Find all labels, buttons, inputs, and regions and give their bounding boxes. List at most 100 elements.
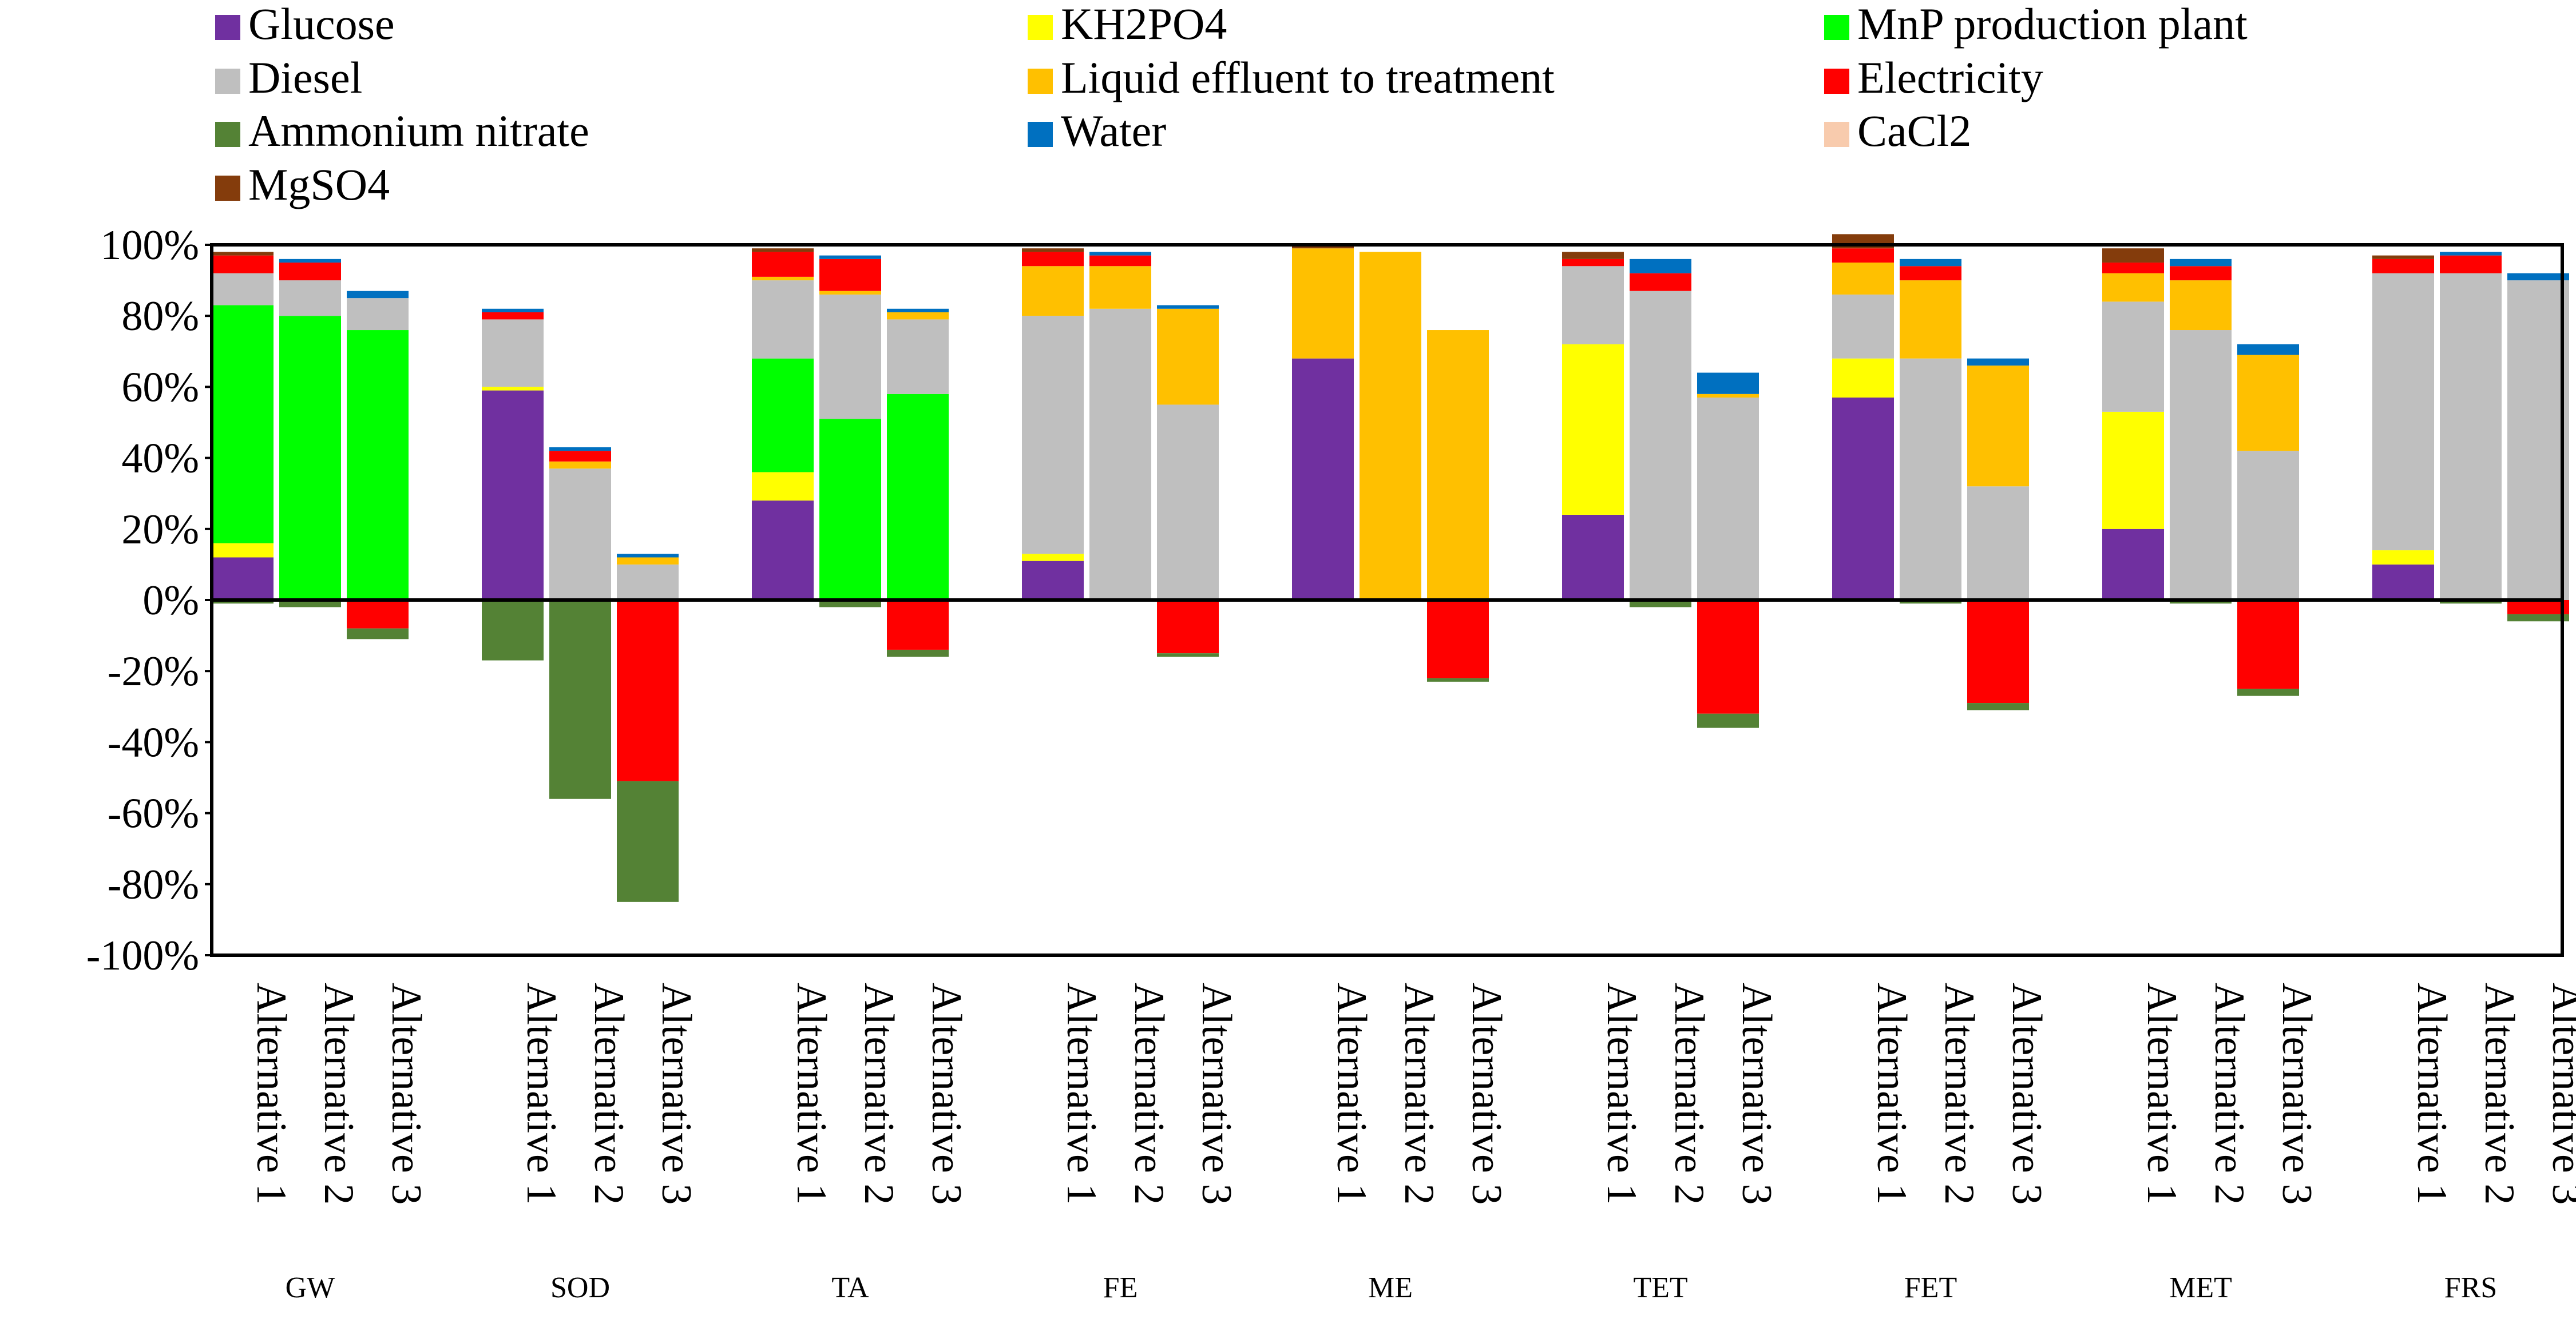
bar-frs-alt2-diesel	[2440, 273, 2502, 600]
chart-axes	[205, 243, 2564, 957]
bar-sod-alt3-diesel	[617, 564, 679, 600]
bar-tet-alt2-water	[1630, 259, 1691, 273]
x-tick-label: Alternative 2	[1666, 983, 1713, 1205]
legend-swatch-water	[1028, 122, 1053, 147]
y-tick-label: 60%	[121, 364, 199, 411]
x-tick-label: Alternative 1	[2408, 983, 2455, 1205]
bar-frs-alt2-water	[2440, 252, 2502, 256]
bar-met-alt2-liquid-effluent-to-treatment	[2170, 280, 2232, 331]
bar-ta-alt1-electricity	[752, 252, 814, 277]
bar-fe-alt1-liquid-effluent-to-treatment	[1022, 266, 1084, 316]
bar-gw-alt1-kh2po4	[212, 543, 274, 558]
bar-me-alt3-electricity	[1427, 600, 1489, 678]
group-label-me: ME	[1368, 1272, 1413, 1304]
x-tick-label: Alternative 1	[788, 983, 835, 1205]
axis-labels: -100% -80% -60% -40% -20% 0% 20% 40% 60% 80% 100% A…	[86, 222, 2576, 1304]
bar-gw-alt3-ammonium-nitrate	[347, 628, 409, 639]
bar-met-alt2-diesel	[2170, 330, 2232, 600]
bar-fe-alt1-mgso4	[1022, 248, 1084, 252]
x-tick-label: Alternative 3	[1463, 983, 1510, 1205]
legend-swatch-ammonium-nitrate	[215, 122, 240, 147]
bar-gw-alt1-electricity	[212, 255, 274, 273]
x-tick-label: Alternative 1	[1058, 983, 1105, 1205]
bar-fe-alt3-water	[1157, 305, 1219, 309]
bar-frs-alt1-kh2po4	[2372, 550, 2434, 565]
legend-swatch-mnp-production-plant	[1824, 15, 1849, 40]
legend-label-mgso4: MgSO4	[248, 160, 390, 209]
y-tick-label: 100%	[100, 222, 199, 269]
legend-label-liquid-effluent-to-treatment: Liquid effluent to treatment	[1061, 53, 1555, 102]
bar-frs-alt2-ammonium-nitrate	[2440, 600, 2502, 604]
x-tick-label: Alternative 3	[653, 983, 700, 1205]
legend-label-mnp-production-plant: MnP production plant	[1857, 0, 2248, 49]
bar-me-alt1-mgso4	[1292, 245, 1354, 249]
bar-me-alt1-glucose	[1292, 358, 1354, 600]
x-tick-label: Alternative 3	[1193, 983, 1240, 1205]
bar-frs-alt3-diesel	[2507, 280, 2569, 601]
bar-sod-alt2-water	[549, 447, 611, 451]
group-label-gw: GW	[286, 1272, 335, 1304]
y-tick-label: 40%	[121, 435, 199, 482]
bar-gw-alt1-mgso4	[212, 252, 274, 256]
bar-ta-alt3-liquid-effluent-to-treatment	[887, 312, 949, 320]
bar-fe-alt3-ammonium-nitrate	[1157, 653, 1219, 657]
group-label-tet: TET	[1633, 1272, 1687, 1304]
x-tick-label: Alternative 3	[2543, 983, 2576, 1205]
bar-fe-alt1-electricity	[1022, 252, 1084, 267]
bar-ta-alt2-ammonium-nitrate	[819, 600, 881, 607]
bar-gw-alt2-diesel	[279, 280, 341, 316]
legend-label-electricity: Electricity	[1857, 53, 2043, 102]
y-tick-label: -60%	[108, 790, 199, 837]
bar-sod-alt2-diesel	[549, 468, 611, 600]
bar-fet-alt3-electricity	[1967, 600, 2029, 704]
bar-fe-alt1-diesel	[1022, 316, 1084, 554]
bar-sod-alt3-ammonium-nitrate	[617, 781, 679, 902]
bar-ta-alt3-water	[887, 308, 949, 312]
group-label-fe: FE	[1103, 1272, 1138, 1304]
bar-tet-alt3-ammonium-nitrate	[1697, 713, 1759, 728]
bar-gw-alt2-ammonium-nitrate	[279, 600, 341, 607]
bar-ta-alt1-diesel	[752, 280, 814, 359]
bar-gw-alt3-water	[347, 291, 409, 299]
group-label-met: MET	[2169, 1272, 2232, 1304]
x-tick-label: Alternative 2	[1125, 983, 1172, 1205]
x-tick-label: Alternative 1	[1598, 983, 1645, 1205]
bar-met-alt1-kh2po4	[2102, 411, 2164, 529]
bar-fet-alt3-liquid-effluent-to-treatment	[1967, 365, 2029, 487]
x-tick-label: Alternative 2	[585, 983, 632, 1205]
bar-tet-alt3-water	[1697, 372, 1759, 394]
bar-fe-alt2-liquid-effluent-to-treatment	[1089, 266, 1151, 309]
bar-me-alt3-ammonium-nitrate	[1427, 678, 1489, 682]
bar-ta-alt1-liquid-effluent-to-treatment	[752, 276, 814, 281]
bar-sod-alt3-electricity	[617, 600, 679, 781]
bar-fe-alt3-diesel	[1157, 404, 1219, 600]
bar-fet-alt1-liquid-effluent-to-treatment	[1832, 263, 1894, 295]
legend-label-diesel: Diesel	[248, 53, 362, 102]
bar-sod-alt2-electricity	[549, 451, 611, 462]
x-tick-label: Alternative 3	[2003, 983, 2050, 1205]
group-label-fet: FET	[1904, 1272, 1957, 1304]
x-tick-label: Alternative 2	[1936, 983, 1983, 1205]
bar-ta-alt1-kh2po4	[752, 472, 814, 501]
x-tick-label: Alternative 1	[248, 983, 295, 1205]
x-tick-label: Alternative 1	[2138, 983, 2185, 1205]
bar-met-alt3-electricity	[2237, 600, 2299, 689]
bar-met-alt1-mgso4	[2102, 248, 2164, 263]
bar-fe-alt3-electricity	[1157, 600, 1219, 654]
y-tick-label: 20%	[121, 506, 199, 553]
bar-ta-alt1-mgso4	[752, 248, 814, 252]
legend-label-ammonium-nitrate: Ammonium nitrate	[248, 106, 589, 156]
bar-met-alt2-water	[2170, 259, 2232, 267]
bar-ta-alt2-mnp-production-plant	[819, 419, 881, 600]
x-tick-label: Alternative 1	[518, 983, 565, 1205]
bar-ta-alt2-electricity	[819, 259, 881, 291]
legend-label-water: Water	[1061, 106, 1166, 156]
bar-fe-alt1-glucose	[1022, 561, 1084, 600]
x-tick-label: Alternative 2	[2206, 983, 2253, 1205]
bar-sod-alt1-electricity	[482, 312, 544, 320]
y-tick-label: -80%	[108, 861, 199, 908]
bar-met-alt1-liquid-effluent-to-treatment	[2102, 273, 2164, 302]
legend-swatch-kh2po4	[1028, 15, 1053, 40]
bar-fe-alt1-kh2po4	[1022, 554, 1084, 561]
